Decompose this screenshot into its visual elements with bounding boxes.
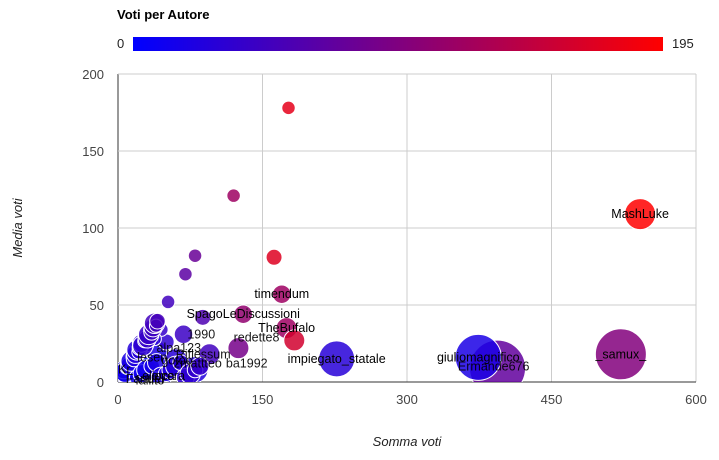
legend-gradient-bar (133, 37, 663, 51)
bubble-label: elioca (142, 369, 175, 383)
bubble-labels: MashLuke timendum SpagoLeDiscussioniTheBuf… (118, 207, 669, 387)
bubble-label: SpagoLeDiscussioni (187, 307, 300, 321)
bubble[interactable] (173, 324, 194, 345)
bubble[interactable] (194, 308, 212, 326)
bubble-label: TheBufalo (258, 321, 315, 335)
bubble-label: errera (152, 369, 185, 383)
bubble-label: giuliomagnifico (437, 350, 520, 364)
bubble-label: alpa123 (157, 341, 202, 355)
legend-max-label: 195 (672, 36, 694, 51)
bubble[interactable] (160, 294, 176, 310)
y-tick-label: 50 (90, 298, 104, 313)
bubbles (118, 100, 657, 382)
grid (117, 73, 697, 383)
bubble[interactable] (283, 329, 306, 352)
x-tick-label: 0 (114, 392, 121, 407)
bubble[interactable] (227, 337, 250, 360)
bubble[interactable] (281, 100, 296, 116)
bubble[interactable] (265, 248, 283, 266)
y-tick-label: 150 (82, 144, 104, 159)
bubble[interactable] (178, 266, 193, 282)
bubble-label: timendum (254, 287, 309, 301)
bubble-label: lesen (137, 350, 167, 364)
bubble-label: 1990 (187, 327, 215, 341)
axis-ticks: 0 150 300 450 600 0 50 100 150 200 (82, 67, 707, 407)
bubble[interactable] (233, 304, 253, 324)
bubble-label: Riflessum (176, 347, 231, 361)
bubble-label: gotoo (161, 353, 192, 367)
x-tick-label: 300 (396, 392, 418, 407)
y-axis-title: Media voti (10, 197, 25, 257)
bubble[interactable] (149, 312, 166, 330)
x-tick-label: 450 (541, 392, 563, 407)
bubble[interactable] (318, 340, 356, 378)
bubble[interactable] (226, 188, 241, 203)
bubble-label: Kr (118, 363, 131, 377)
bubble[interactable] (624, 198, 657, 231)
bubble-label: _samux_ (594, 347, 647, 361)
y-tick-label: 0 (97, 375, 104, 390)
bubble-label: zmattteo (174, 357, 222, 371)
bubble-label: Fanuel (126, 372, 164, 386)
bubble-label: Ermande676 (458, 360, 530, 374)
bubble[interactable] (187, 248, 203, 263)
legend-min-label: 0 (117, 36, 124, 51)
bubble-label: redette8 (234, 330, 280, 344)
bubble[interactable] (454, 333, 502, 381)
bubble-label: MashLuke (611, 207, 669, 221)
y-tick-label: 200 (82, 67, 104, 82)
x-tick-label: 600 (685, 392, 707, 407)
bubble-label: fallito (135, 373, 164, 387)
bubble[interactable] (190, 356, 210, 376)
bubble-label: ba1992 (226, 357, 268, 371)
x-tick-label: 150 (252, 392, 274, 407)
bubble[interactable] (594, 328, 647, 381)
bubble-label: impiegato_statale (288, 352, 386, 366)
legend-title: Voti per Autore (117, 7, 209, 22)
x-axis-title: Somma voti (373, 434, 443, 449)
y-tick-label: 100 (82, 221, 104, 236)
bubble[interactable] (272, 284, 292, 304)
